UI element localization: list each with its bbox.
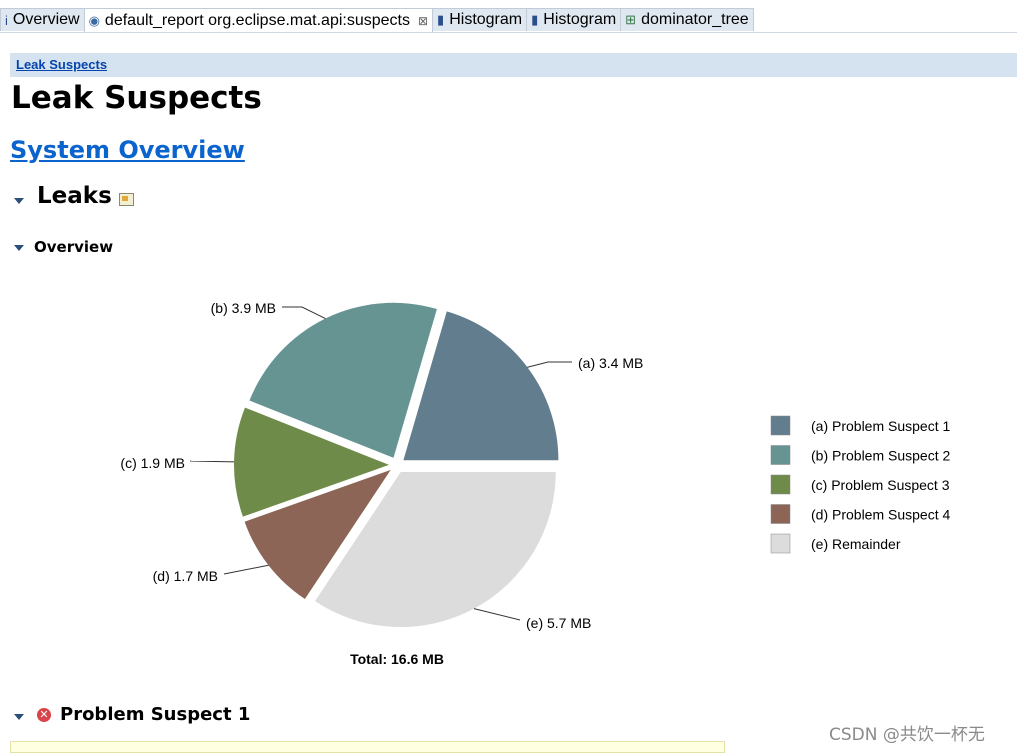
legend-swatch-b bbox=[770, 445, 791, 465]
tab-label: Histogram bbox=[543, 11, 617, 28]
legend-swatch-c bbox=[770, 474, 791, 495]
data-label-c: (c) 1.9 MB bbox=[120, 455, 185, 471]
problem-suspect-description-box bbox=[10, 741, 725, 753]
data-label-b: (b) 3.9 MB bbox=[211, 300, 276, 316]
section-heading-leaks: Leaks bbox=[37, 183, 112, 209]
tab-strip: i Overview ◉ default_report org.eclipse.mat… bbox=[0, 8, 754, 32]
dominator-tree-icon: ⊞ bbox=[625, 12, 637, 27]
tab-2[interactable]: ▮ Histogram bbox=[432, 8, 528, 31]
leader-line-e bbox=[473, 608, 521, 621]
chart-total-label: Total: 16.6 MB bbox=[350, 651, 444, 667]
leader-line-b bbox=[282, 306, 326, 319]
legend-label-e: (e) Remainder bbox=[811, 536, 901, 552]
section-heading-overview: Overview bbox=[34, 238, 114, 256]
legend-swatch-e bbox=[770, 533, 791, 554]
tab-1[interactable]: ◉ default_report org.eclipse.mat.api:susp… bbox=[83, 8, 434, 32]
histogram-icon: ▮ bbox=[531, 12, 539, 27]
legend-swatch-a bbox=[770, 415, 791, 436]
error-icon: ✕ bbox=[37, 708, 51, 722]
system-overview-link[interactable]: System Overview bbox=[10, 136, 245, 164]
data-label-d: (d) 1.7 MB bbox=[153, 568, 218, 584]
legend-label-a: (a) Problem Suspect 1 bbox=[811, 418, 950, 434]
leaks-details-icon[interactable] bbox=[119, 193, 134, 206]
info-icon: i bbox=[5, 12, 8, 28]
tab-label: Histogram bbox=[449, 11, 523, 28]
leader-line-d bbox=[223, 564, 269, 575]
data-label-a: (a) 3.4 MB bbox=[578, 355, 643, 371]
histogram-icon: ▮ bbox=[437, 12, 445, 27]
legend-swatch-d bbox=[770, 504, 791, 524]
close-tab-icon[interactable]: ⊠ bbox=[417, 13, 429, 28]
legend-label-c: (c) Problem Suspect 3 bbox=[811, 477, 950, 493]
collapse-problem-suspect-icon[interactable] bbox=[14, 714, 24, 720]
collapse-overview-icon[interactable] bbox=[14, 245, 24, 251]
legend-label-b: (b) Problem Suspect 2 bbox=[811, 448, 950, 464]
pie-slice-d[interactable] bbox=[244, 469, 391, 600]
leader-line-c bbox=[189, 460, 235, 463]
breadcrumb-link-leak-suspects[interactable]: Leak Suspects bbox=[16, 57, 108, 72]
tab-label: Overview bbox=[12, 11, 80, 28]
report-icon: ◉ bbox=[88, 12, 100, 28]
tab-label: default_report org.eclipse.mat.api:suspe… bbox=[104, 11, 410, 29]
tab-4[interactable]: ⊞ dominator_tree bbox=[620, 8, 754, 31]
tab-3[interactable]: ▮ Histogram bbox=[526, 8, 622, 31]
collapse-leaks-icon[interactable] bbox=[14, 198, 24, 204]
pie-slice-a[interactable] bbox=[403, 311, 559, 461]
editor-tab-bar: i Overview ◉ default_report org.eclipse.mat… bbox=[0, 0, 1017, 33]
tab-label: dominator_tree bbox=[641, 11, 749, 28]
data-label-e: (e) 5.7 MB bbox=[526, 615, 591, 631]
legend-label-d: (d) Problem Suspect 4 bbox=[811, 507, 950, 523]
leader-line-a bbox=[527, 361, 572, 368]
pie-slice-c[interactable] bbox=[234, 407, 390, 517]
pie-slice-b[interactable] bbox=[249, 302, 437, 458]
watermark-text: CSDN @共饮一杯无 bbox=[829, 725, 985, 745]
pie-slice-e[interactable] bbox=[314, 472, 556, 628]
breadcrumb: Leak Suspects bbox=[10, 53, 1017, 77]
page-title: Leak Suspects bbox=[11, 80, 262, 116]
problem-suspect-heading: Problem Suspect 1 bbox=[60, 704, 251, 725]
